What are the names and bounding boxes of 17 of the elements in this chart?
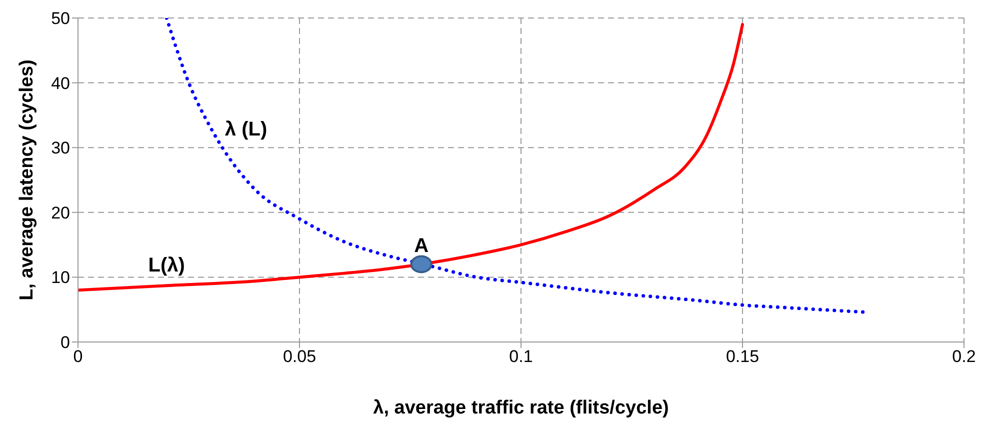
x-tick-label: 0.05 [282, 347, 316, 366]
x-tick-label: 0.2 [952, 347, 976, 366]
annotation: A [414, 235, 429, 258]
y-tick-label: 40 [51, 74, 70, 93]
y-tick-label: 30 [51, 138, 70, 158]
x-tick-label: 0 [73, 347, 83, 366]
x-tick-label: 0.15 [726, 347, 760, 366]
y-tick-label: 0 [60, 333, 70, 352]
line-series [78, 22, 744, 292]
y-tick-label: 50 [51, 9, 70, 28]
x-axis-title: λ, average traffic rate (flits/cycle) [373, 397, 669, 418]
series-label: L(λ) [148, 254, 185, 277]
y-axis-title: L, average latency (cycles) [16, 60, 38, 300]
y-tick-label: 10 [51, 268, 70, 288]
series-label: λ (L) [224, 118, 268, 140]
x-tick-label: 0.1 [509, 347, 533, 366]
y-tick-label: 20 [51, 203, 70, 222]
